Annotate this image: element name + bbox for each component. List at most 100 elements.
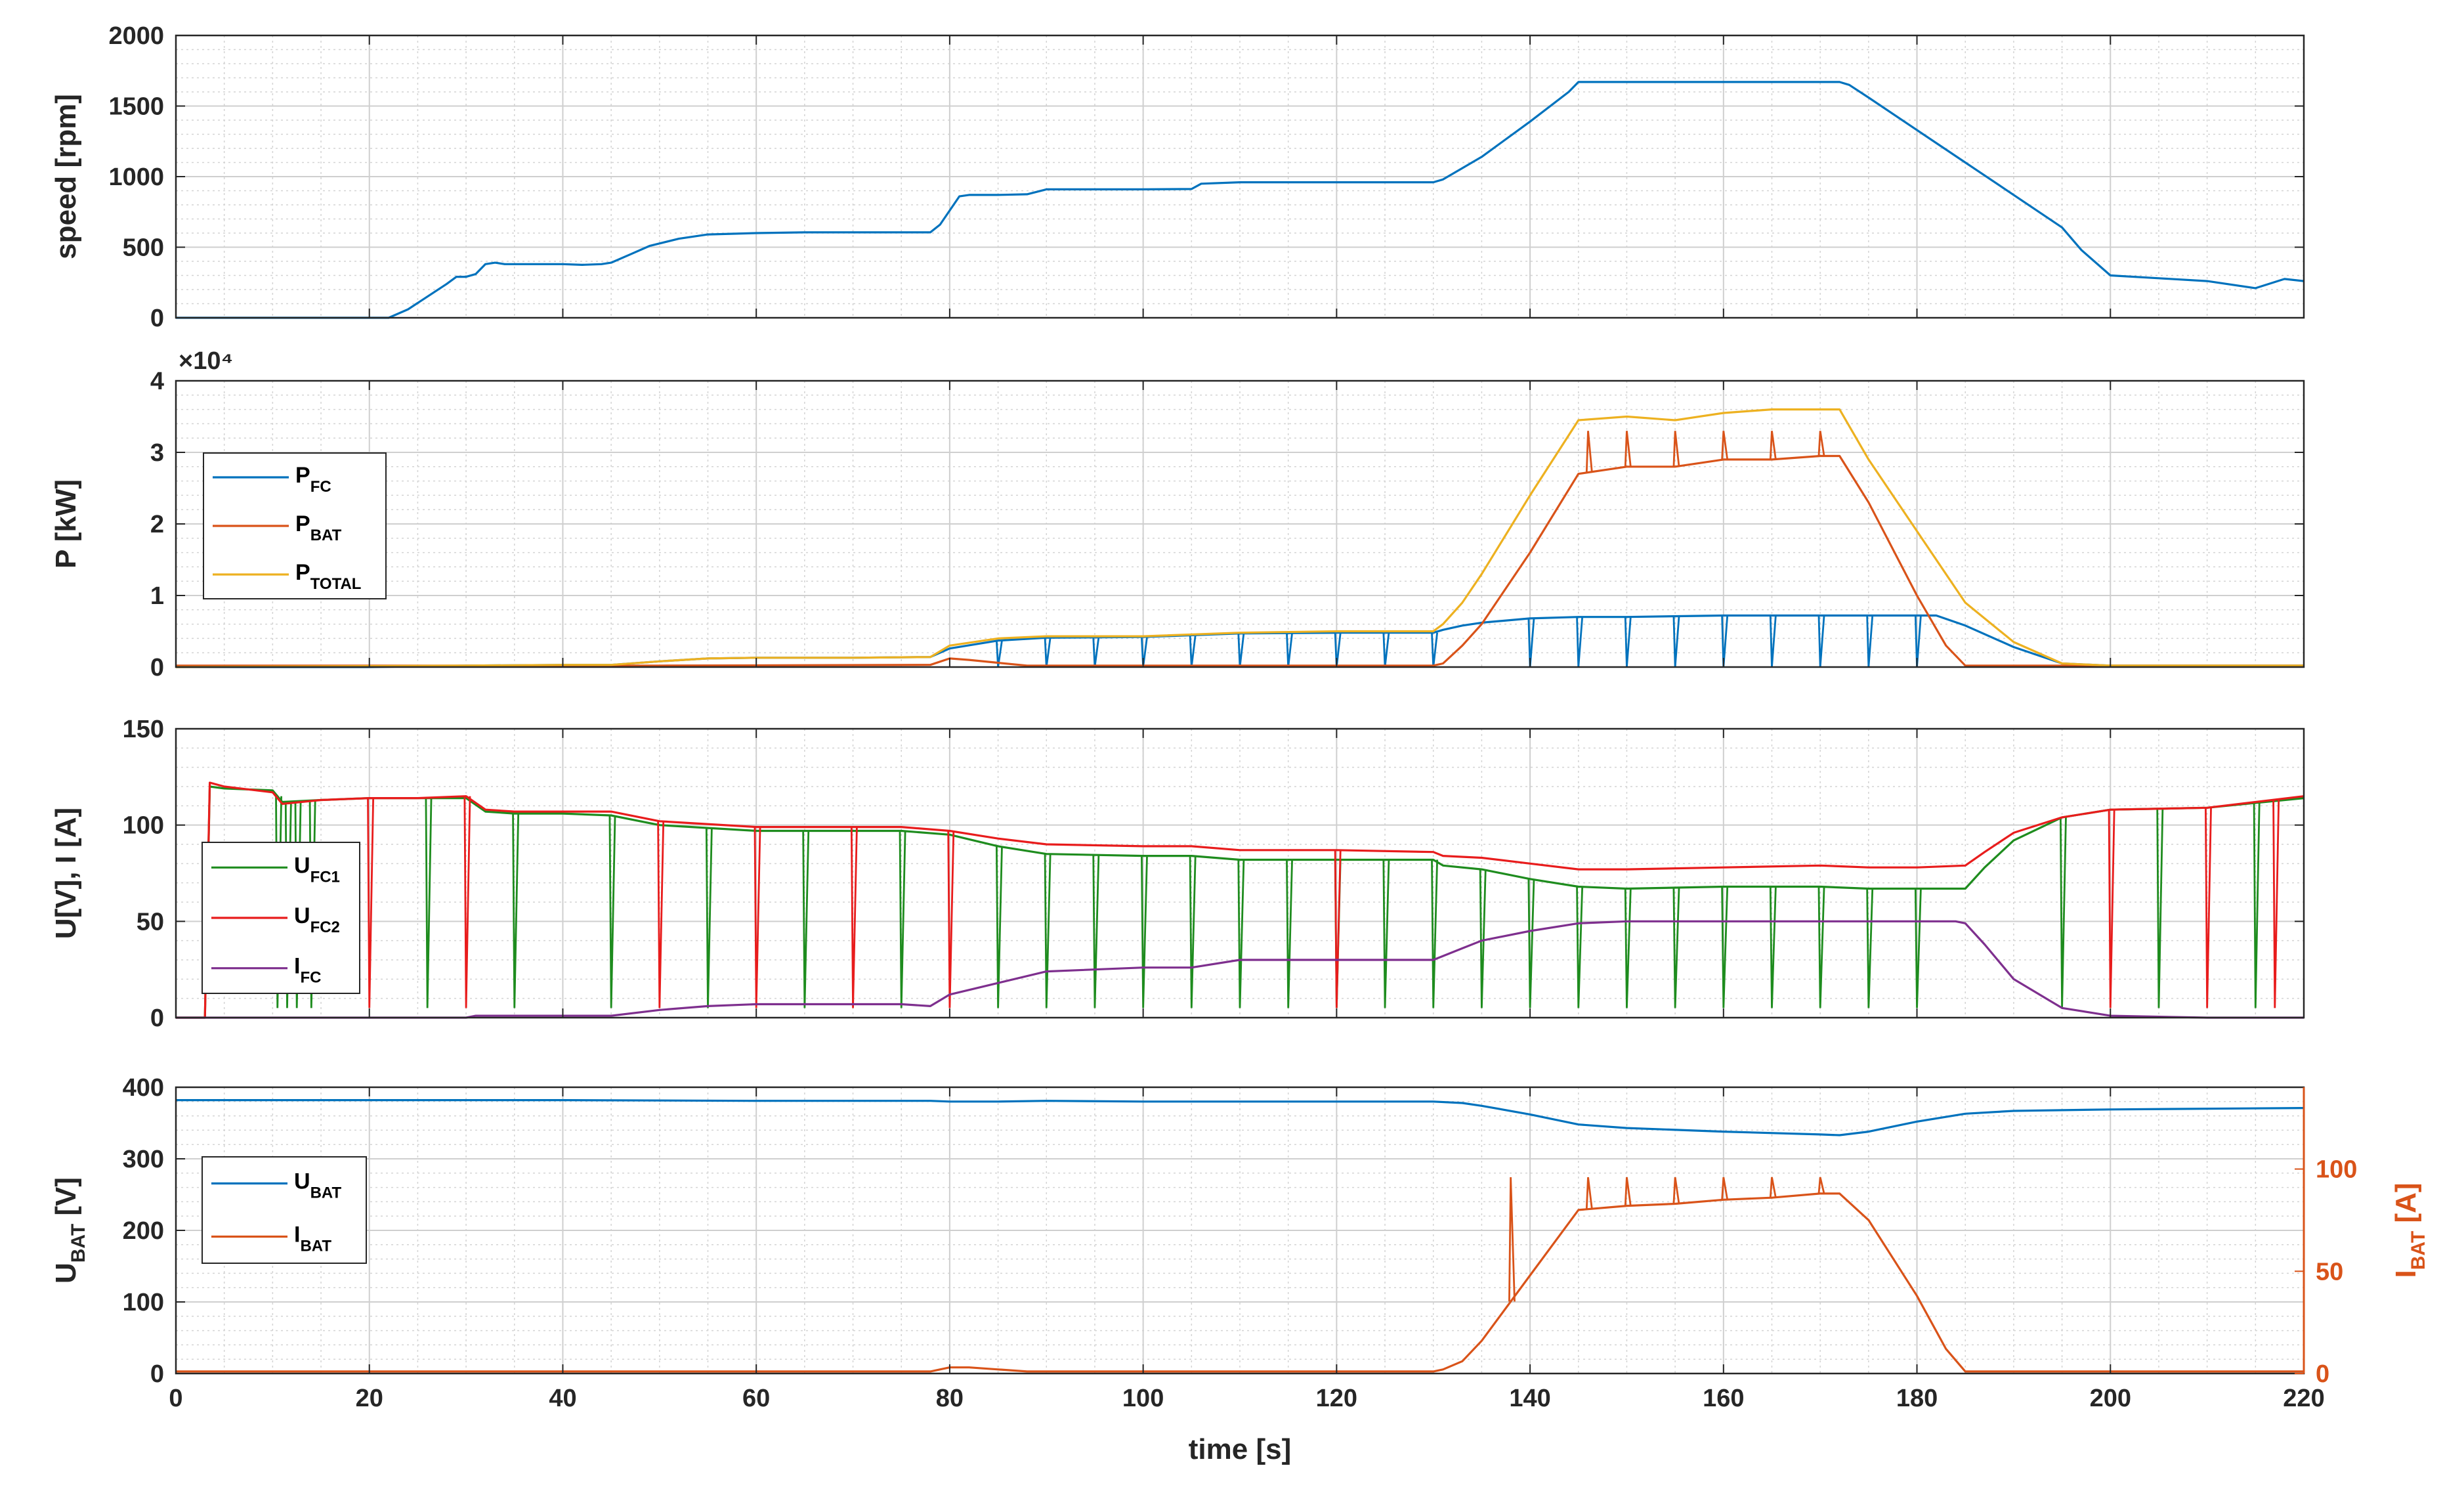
spike-mark (995, 846, 1003, 1008)
spike-mark (1817, 886, 1825, 1008)
legend-label-sub: BAT (310, 1184, 342, 1202)
spike-mark (1817, 431, 1825, 456)
legend-label-sub: FC1 (310, 868, 340, 886)
spike-mark (1624, 888, 1632, 1008)
legend-label: PBAT (295, 511, 342, 544)
y-axis-label: UBAT [V] (50, 1177, 89, 1284)
spike-mark (1866, 888, 1874, 1008)
y-axis-label-unit: [V] (50, 1177, 82, 1224)
spike-mark (1141, 855, 1148, 1008)
y-tick-label: 150 (123, 716, 164, 743)
y-right-axis-label-unit: [A] (2390, 1183, 2422, 1231)
spike-mark (1189, 855, 1197, 1008)
y-tick-label: 50 (137, 908, 164, 936)
x-tick-label: 60 (742, 1385, 770, 1412)
spike-mark (1576, 886, 1584, 1008)
legend-label-sub: FC (310, 478, 331, 496)
legend-label-sub: FC (300, 969, 321, 987)
y-tick-label: 1 (150, 582, 164, 610)
legend-label-sub: BAT (300, 1238, 331, 1255)
series-line-p_total (175, 408, 2304, 668)
spike-mark (1431, 859, 1439, 1008)
x-tick-label: 120 (1316, 1385, 1357, 1412)
spike-mark (1721, 1177, 1729, 1200)
y-tick-label: 0 (150, 1360, 164, 1388)
series-line-u_bat (176, 1099, 2305, 1136)
y-tick-label: 2 (150, 511, 164, 538)
spike-mark (1672, 1177, 1680, 1204)
spike-mark (1624, 431, 1632, 467)
y-tick-label: 0 (150, 654, 164, 682)
legend-label: UFC2 (294, 903, 340, 936)
spike-mark (367, 798, 375, 1008)
y-axis-label-sub: BAT (68, 1224, 89, 1263)
x-tick-label: 20 (356, 1385, 383, 1412)
y-right-axis-label-sub: BAT (2408, 1231, 2429, 1270)
spike-mark (1334, 850, 1342, 1008)
y-axis-label: U[V], I [A] (50, 808, 82, 939)
y-tick-label: 100 (123, 812, 164, 840)
spike-mark (608, 815, 616, 1008)
y-multiplier: ×10⁴ (179, 347, 233, 375)
spike-mark (802, 831, 810, 1008)
spike-mark (1382, 859, 1390, 1008)
spike-mark (1585, 431, 1593, 473)
spike-mark (1585, 1177, 1593, 1209)
legend-label-main: U (294, 853, 310, 878)
y-tick-label: 400 (123, 1074, 164, 1102)
x-tick-label: 0 (169, 1385, 182, 1412)
series-line-u_fc2 (176, 781, 2305, 1019)
series-line-0 (176, 81, 2305, 319)
legend-label-main: P (295, 511, 310, 536)
spike-mark (1286, 859, 1293, 1008)
spike-mark (1237, 859, 1245, 1008)
spike-mark (850, 827, 858, 1008)
spike-mark (947, 831, 955, 1008)
spike-mark (2205, 808, 2212, 1008)
legend-label-main: P (295, 560, 310, 585)
y-right-axis-label-main: I (2390, 1270, 2422, 1278)
y-axis-label: P [kW] (50, 479, 82, 569)
legend-label: UFC1 (294, 853, 340, 886)
spike-mark (705, 828, 713, 1008)
x-tick-label: 160 (1703, 1385, 1744, 1412)
y-tick-label: 1000 (108, 163, 164, 191)
legend-label-sub: TOTAL (310, 575, 362, 593)
x-tick-label: 40 (549, 1385, 576, 1412)
spike-mark (1672, 431, 1680, 467)
x-tick-label: 200 (2090, 1385, 2131, 1412)
legend-label-main: I (294, 954, 300, 979)
legend-label: IFC (294, 954, 321, 987)
x-tick-label: 140 (1509, 1385, 1550, 1412)
subplot-4: 0 20 40 60 80 100 120 140 160 180 200 2200100200300… (50, 1074, 2429, 1465)
legend-label: PFC (295, 463, 331, 496)
y-tick-label: 0 (150, 305, 164, 332)
spike-mark (1672, 887, 1680, 1008)
y-tick-label: 200 (123, 1217, 164, 1245)
subplot-1: 0 500 1000 1500 2000 speed [rpm] (50, 22, 2305, 332)
spike-mark (657, 821, 665, 1008)
legend-label-sub: FC2 (310, 919, 340, 936)
x-tick-label: 220 (2283, 1385, 2324, 1412)
legend-label-main: I (294, 1223, 300, 1247)
spike-mark (1817, 1177, 1825, 1194)
spike-mark (1914, 888, 1922, 1008)
legend-label: IBAT (294, 1223, 331, 1255)
y-right-tick-label: 0 (2316, 1360, 2329, 1388)
y-right-tick-label: 100 (2316, 1156, 2357, 1184)
spike-mark (2253, 802, 2261, 1008)
x-tick-label: 180 (1896, 1385, 1938, 1412)
series-line-p_bat (176, 454, 2304, 667)
spike-mark (754, 827, 761, 1008)
legend-label-main: U (294, 1169, 310, 1194)
spike-mark (1092, 855, 1100, 1008)
axes-box (175, 727, 2305, 1019)
spike-mark (425, 798, 433, 1008)
spike-mark (1721, 431, 1729, 460)
legend-label-main: U (294, 903, 310, 928)
y-tick-label: 0 (150, 1005, 164, 1032)
spike-mark (2156, 808, 2164, 1008)
